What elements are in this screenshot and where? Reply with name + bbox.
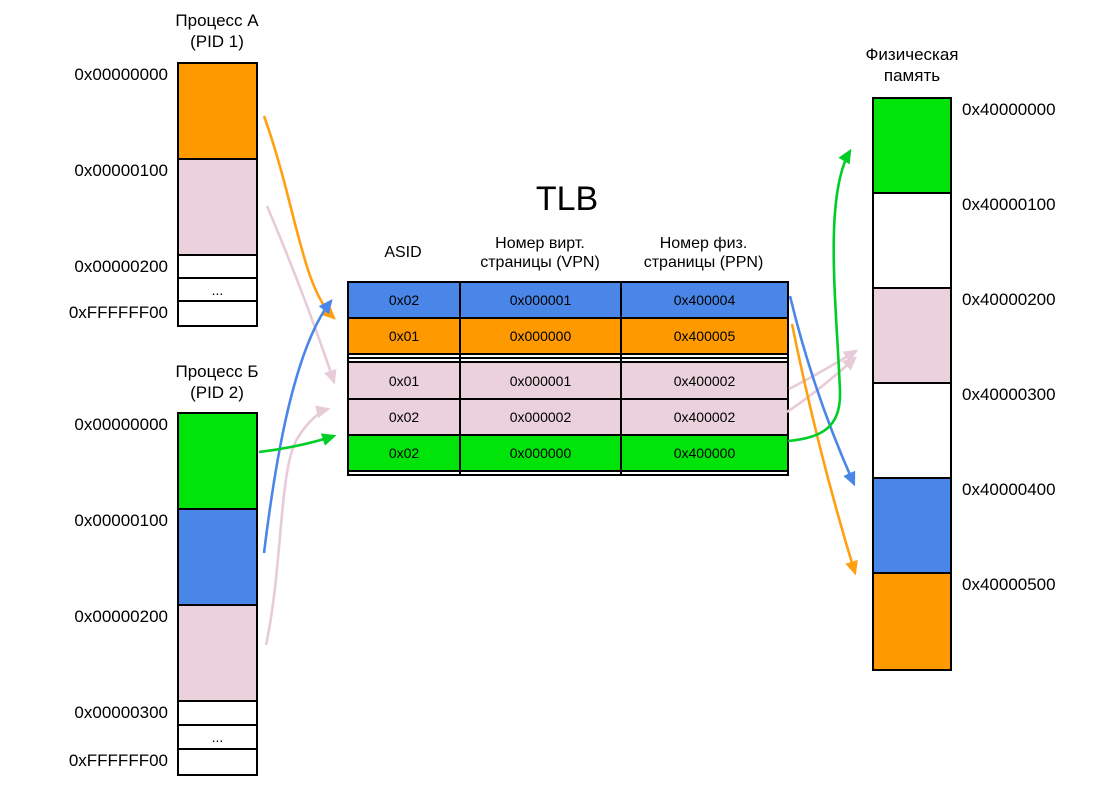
process-b-segment-0x00000300	[179, 702, 256, 726]
tlb-column-header-ppn: Номер физ. страницы (PPN)	[643, 235, 764, 271]
tlb-heading: TLB	[535, 180, 599, 218]
physical-address-label: 0x40000400	[962, 480, 1056, 499]
arrow-tlb-row-1-to-physical-0x40000400	[788, 295, 856, 487]
process-b-title: Процесс Б (PID 2)	[157, 361, 277, 403]
physical-segment-0x40000100	[874, 194, 950, 289]
tlb-cell-ppn: 0x400004	[620, 280, 789, 320]
tlb-row-5: 0x01 0x000001 0x400002	[347, 361, 789, 400]
process-b-address-label: 0x00000300	[74, 703, 168, 722]
tlb-cell-asid	[347, 469, 461, 477]
arrow-tlb-row-7-to-physical-0x40000000	[787, 148, 852, 443]
process-a-segment-ellipsis: ...	[179, 279, 256, 302]
tlb-table: 0x02 0x000001 0x400004 0x01 0x000000 0x400005…	[347, 280, 789, 477]
physical-address-label: 0x40000100	[962, 195, 1056, 214]
physical-segment-0x40000400	[874, 479, 950, 574]
tlb-cell-asid	[347, 353, 461, 360]
tlb-cell-vpn	[459, 357, 622, 364]
tlb-row-1: 0x02 0x000001 0x400004	[347, 280, 789, 320]
tlb-row-2: 0x01 0x000000 0x400005	[347, 317, 789, 356]
tlb-cell-ppn: 0x400005	[620, 317, 789, 356]
physical-memory-title-line1: Физическая	[865, 45, 959, 64]
process-a-address-label: 0xFFFFFF00	[68, 303, 168, 322]
process-a-address-label: 0x00000000	[74, 65, 168, 84]
tlb-cell-asid: 0x01	[347, 317, 461, 356]
tlb-cell-vpn: 0x000000	[459, 317, 622, 356]
process-b-title-line2: (PID 2)	[190, 383, 244, 402]
tlb-cell-asid: 0x02	[347, 433, 461, 472]
tlb-cell-asid: 0x01	[347, 361, 461, 400]
process-a-title-line2: (PID 1)	[190, 32, 244, 51]
arrow-tlb-row-5-to-physical-0x40000200	[788, 349, 859, 391]
process-a-title: Процесс А (PID 1)	[157, 10, 277, 52]
process-a-segment-0x00000100	[179, 160, 256, 256]
process-b-segment-0x00000100	[179, 510, 256, 606]
physical-memory-title: Физическая память	[852, 44, 972, 86]
tlb-cell-asid	[347, 357, 461, 364]
tlb-cell-asid: 0x02	[347, 280, 461, 320]
tlb-cell-vpn	[459, 353, 622, 360]
process-a-segment-0xFFFFFF00	[179, 302, 256, 325]
process-a-address-label: 0x00000200	[74, 257, 168, 276]
process-b-address-label: 0x00000100	[74, 511, 168, 530]
tlb-cell-vpn	[459, 469, 622, 477]
arrow-process-b-page-0x00000000-to-tlb-row-7	[258, 433, 337, 454]
tlb-cell-vpn: 0x000001	[459, 361, 622, 400]
process-b-segment-0x00000000	[179, 414, 256, 510]
tlb-cell-ppn: 0x400002	[620, 361, 789, 400]
process-b-address-label: 0x00000000	[74, 415, 168, 434]
tlb-cell-vpn: 0x000002	[459, 397, 622, 436]
process-b-memory-column: ...	[177, 412, 258, 776]
arrow-tlb-row-6-to-physical-0x40000200	[786, 356, 857, 414]
physical-segment-0x40000500	[874, 574, 950, 669]
process-a-segment-0x00000000	[179, 64, 256, 160]
tlb-cell-ppn: 0x400002	[620, 397, 789, 436]
process-a-segment-0x00000200	[179, 256, 256, 279]
arrow-process-b-page-0x00000200-to-tlb-row-6	[264, 405, 331, 646]
physical-segment-0x40000000	[874, 99, 950, 194]
physical-address-label: 0x40000000	[962, 100, 1056, 119]
tlb-cell-vpn: 0x000001	[459, 280, 622, 320]
tlb-cell-ppn: 0x400000	[620, 433, 789, 472]
arrow-tlb-row-2-to-physical-0x40000500	[790, 323, 858, 576]
process-b-title-line1: Процесс Б	[175, 362, 259, 381]
process-a-memory-column: ...	[177, 62, 258, 327]
tlb-row-8	[347, 469, 789, 477]
physical-segment-0x40000200	[874, 289, 950, 384]
physical-memory-title-line2: память	[883, 66, 941, 85]
tlb-row-7: 0x02 0x000000 0x400000	[347, 433, 789, 472]
process-b-address-label: 0xFFFFFF00	[68, 751, 168, 770]
tlb-cell-ppn	[620, 353, 789, 360]
tlb-cell-vpn: 0x000000	[459, 433, 622, 472]
process-a-address-label: 0x00000100	[74, 161, 168, 180]
tlb-row-6: 0x02 0x000002 0x400002	[347, 397, 789, 436]
process-b-segment-0x00000200	[179, 606, 256, 702]
tlb-cell-asid: 0x02	[347, 397, 461, 436]
physical-address-label: 0x40000500	[962, 575, 1056, 594]
tlb-column-header-vpn: Номер вирт. страницы (VPN)	[480, 235, 600, 271]
arrow-process-a-page-0x00000100-to-tlb-row-5	[265, 205, 337, 385]
process-b-segment-ellipsis: ...	[179, 726, 256, 750]
tlb-column-header-asid: ASID	[384, 244, 422, 261]
physical-memory-column	[872, 97, 952, 671]
arrow-process-a-page-0x00000000-to-tlb-row-2	[262, 115, 336, 320]
process-a-title-line1: Процесс А	[175, 11, 259, 30]
tlb-row-4	[347, 357, 789, 364]
physical-segment-0x40000300	[874, 384, 950, 479]
process-b-segment-0xFFFFFF00	[179, 750, 256, 774]
physical-address-label: 0x40000200	[962, 290, 1056, 309]
tlb-cell-ppn	[620, 469, 789, 477]
arrow-process-b-page-0x00000100-to-tlb-row-1	[262, 298, 333, 554]
physical-address-label: 0x40000300	[962, 385, 1056, 404]
tlb-row-3	[347, 353, 789, 360]
process-b-address-label: 0x00000200	[74, 607, 168, 626]
